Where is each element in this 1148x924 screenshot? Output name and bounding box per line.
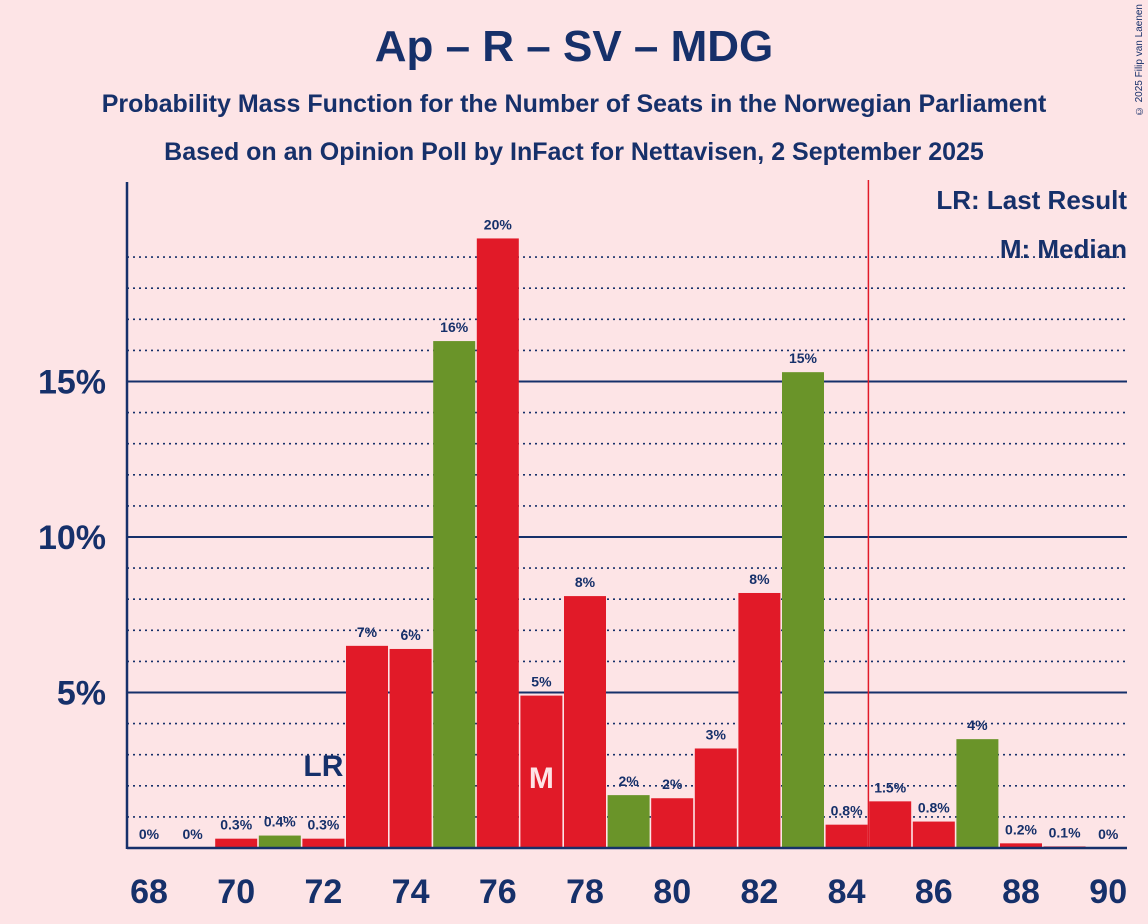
- y-tick-label: 10%: [38, 519, 106, 557]
- bar-seat-76: [476, 238, 519, 848]
- bar-seat-81: [694, 748, 737, 848]
- chart-subtitle-source: Based on an Opinion Poll by InFact for N…: [164, 138, 984, 166]
- data-label-seat-71: 0.4%: [264, 814, 296, 830]
- x-tick-label: 88: [1002, 873, 1040, 911]
- x-tick-label: 76: [479, 873, 517, 911]
- chart-title: Ap – R – SV – MDG: [374, 22, 774, 71]
- data-label-seat-79: 2%: [618, 773, 639, 789]
- data-label-seat-87: 4%: [967, 717, 988, 733]
- data-label-seat-73: 7%: [357, 624, 378, 640]
- bars: [215, 238, 1086, 848]
- data-label-seat-80: 2%: [662, 776, 683, 792]
- x-tick-label: 72: [304, 873, 342, 911]
- data-label-seat-88: 0.2%: [1005, 821, 1037, 837]
- x-tick-label: 84: [828, 873, 866, 911]
- data-label-seat-69: 0%: [182, 826, 203, 842]
- data-labels: 0% 0% 0.3% 0.4% 0.3% 7% 6% 16% 20% 5% 8% 2% 2% 3% 8% 15…: [139, 216, 1119, 842]
- chart-subtitle: Probability Mass Function for the Number…: [101, 90, 1047, 118]
- x-tick-label: 82: [740, 873, 778, 911]
- last-result-marker: LR: [303, 750, 343, 783]
- y-tick-label: 5%: [57, 675, 106, 713]
- data-label-seat-68: 0%: [139, 826, 160, 842]
- bar-seat-86: [912, 821, 955, 848]
- bar-seat-75: [433, 341, 476, 848]
- bar-seat-82: [738, 592, 781, 848]
- bar-seat-79: [607, 795, 650, 848]
- x-tick-label: 68: [130, 873, 168, 911]
- x-tick-label: 90: [1089, 873, 1127, 911]
- data-label-seat-81: 3%: [706, 726, 727, 742]
- data-label-seat-89: 0.1%: [1049, 824, 1081, 840]
- legend-median: M: Median: [1000, 234, 1127, 264]
- data-label-seat-83: 15%: [789, 350, 818, 366]
- bar-seat-71: [258, 835, 301, 848]
- bar-seat-84: [825, 824, 868, 848]
- data-label-seat-82: 8%: [749, 571, 770, 587]
- legend-last-result: LR: Last Result: [936, 185, 1127, 215]
- data-label-seat-77: 5%: [531, 674, 552, 690]
- data-label-seat-85: 1.5%: [874, 779, 906, 795]
- x-tick-label: 70: [217, 873, 255, 911]
- data-label-seat-76: 20%: [484, 216, 513, 232]
- bar-seat-70: [215, 838, 258, 848]
- x-tick-label: 86: [915, 873, 953, 911]
- data-label-seat-70: 0.3%: [220, 817, 252, 833]
- bar-seat-72: [302, 838, 345, 848]
- bar-seat-87: [956, 739, 999, 848]
- data-label-seat-78: 8%: [575, 574, 596, 590]
- x-tick-label: 74: [392, 873, 430, 911]
- data-label-seat-86: 0.8%: [918, 800, 950, 816]
- bar-seat-73: [346, 645, 388, 848]
- bar-seat-85: [869, 801, 912, 848]
- bar-seat-83: [782, 372, 824, 848]
- data-label-seat-75: 16%: [440, 319, 469, 335]
- y-tick-label: 15%: [38, 364, 106, 402]
- data-label-seat-84: 0.8%: [831, 803, 863, 819]
- grid-lines: [127, 256, 1127, 818]
- x-tick-label: 78: [566, 873, 604, 911]
- bar-seat-74: [389, 648, 432, 848]
- data-label-seat-90: 0%: [1098, 826, 1119, 842]
- data-label-seat-74: 6%: [400, 627, 421, 643]
- x-tick-label: 80: [653, 873, 691, 911]
- data-label-seat-72: 0.3%: [307, 817, 339, 833]
- bar-seat-78: [564, 596, 606, 848]
- bar-seat-77: [520, 695, 563, 848]
- bar-seat-80: [651, 798, 694, 848]
- bar-seat-88: [1000, 843, 1042, 848]
- axes: 5% 10% 15% 68 70 72 74 76 78 80 82 84 86 88 90: [38, 180, 1127, 911]
- median-marker: M: [529, 762, 554, 795]
